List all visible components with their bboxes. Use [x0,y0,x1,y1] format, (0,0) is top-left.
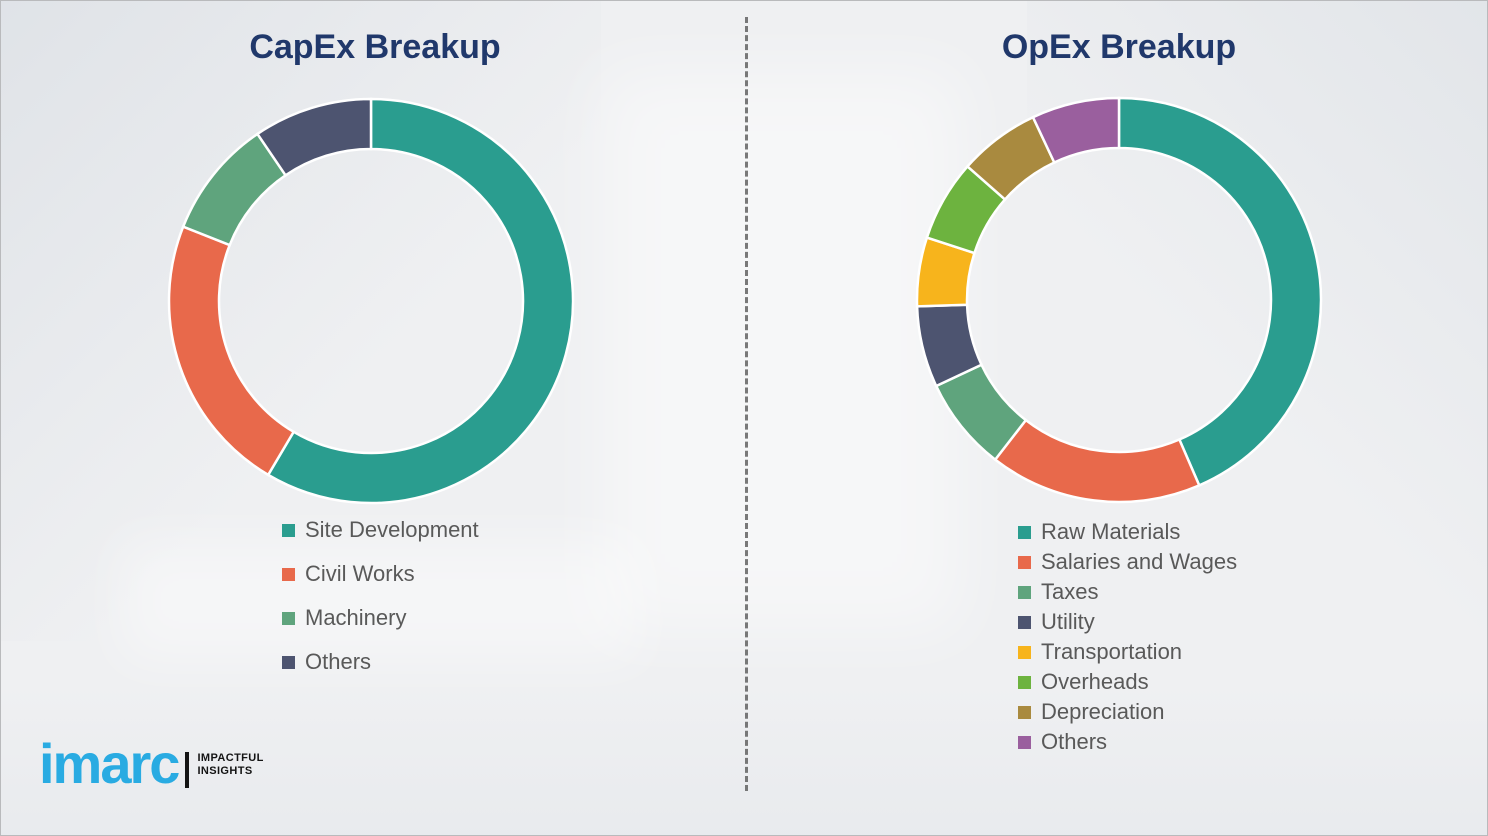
legend-label-depreciation: Depreciation [1041,699,1165,724]
legend-label-utility: Utility [1041,609,1095,634]
capex-legend: Site Development Civil Works Machinery Othe… [282,508,479,684]
legend-label-others: Others [305,649,372,674]
legend-item-others: Others [1018,727,1237,757]
opex-donut-chart [915,96,1323,504]
opex-breakup-segment-others [1031,96,1121,165]
legend-label-taxes: Taxes [1041,579,1099,604]
legend-marker-overheads [1018,675,1031,689]
opex-breakup-segment-raw-materials [1117,96,1323,488]
legend-marker-machinery [282,611,295,625]
legend-marker-others [1018,735,1031,749]
legend-label-transportation: Transportation [1041,639,1183,664]
capex-breakup-segment-others [255,97,373,178]
legend-item-transportation: Transportation [1018,637,1237,667]
capex-donut-chart [167,97,575,505]
legend-label-others: Others [1041,729,1108,754]
legend-item-machinery: Machinery [282,596,479,640]
legend-marker-utility [1018,615,1031,629]
imarc-tagline: IMPACTFUL INSIGHTS [197,752,263,778]
legend-item-site-development: Site Development [282,508,479,552]
logo-divider-bar [185,752,190,788]
background-watermark [601,71,961,631]
opex-legend: Raw Materials Salaries and Wages Taxes Util… [1018,517,1237,757]
legend-marker-taxes [1018,585,1031,599]
opex-breakup-segment-salaries-and-wages [993,418,1201,504]
legend-label-overheads: Overheads [1041,669,1149,694]
opex-title: OpEx Breakup [1001,28,1237,66]
legend-item-salaries-and-wages: Salaries and Wages [1018,547,1237,577]
imarc-brand: imarc [39,732,180,795]
legend-item-raw-materials: Raw Materials [1018,517,1237,547]
legend-marker-transportation [1018,645,1031,659]
legend-marker-others [282,655,295,669]
legend-item-taxes: Taxes [1018,577,1237,607]
capex-title: CapEx Breakup [249,28,501,66]
capex-breakup-segment-civil-works [167,225,296,477]
legend-item-civil-works: Civil Works [282,552,479,596]
capex-breakup-segment-site-development [266,97,575,505]
tagline-line1: IMPACTFUL [197,752,264,764]
dashed-divider [745,17,748,791]
legend-label-machinery: Machinery [305,605,407,630]
legend-label-civil-works: Civil Works [305,561,415,586]
legend-marker-civil-works [282,567,295,581]
legend-label-salaries-and-wages: Salaries and Wages [1041,549,1238,574]
legend-item-depreciation: Depreciation [1018,697,1237,727]
legend-marker-site-development [282,523,295,537]
legend-marker-salaries-and-wages [1018,555,1031,569]
legend-item-others: Others [282,640,479,684]
legend-item-overheads: Overheads [1018,667,1237,697]
legend-marker-depreciation [1018,705,1031,719]
legend-item-utility: Utility [1018,607,1237,637]
legend-label-site-development: Site Development [305,517,479,542]
imarc-logo: imarc IMPACTFUL INSIGHTS [39,736,264,792]
legend-label-raw-materials: Raw Materials [1041,519,1181,544]
legend-marker-raw-materials [1018,525,1031,539]
tagline-line2: INSIGHTS [197,765,253,777]
